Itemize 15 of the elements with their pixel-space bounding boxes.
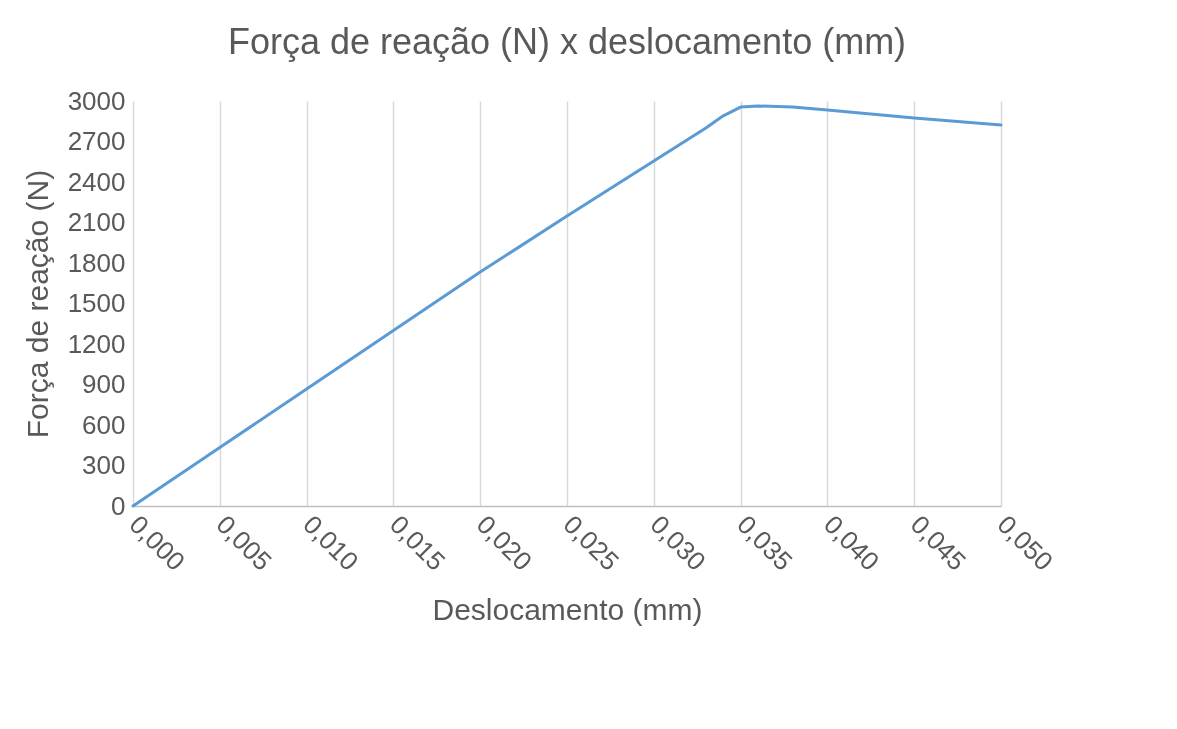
chart-title: Força de reação (N) x deslocamento (mm) bbox=[227, 21, 907, 62]
y-tick-label: 2700 bbox=[67, 126, 126, 156]
y-tick-label: 0 bbox=[111, 490, 126, 521]
y-tick-label: 3000 bbox=[67, 85, 126, 116]
y-tick-label: 1500 bbox=[67, 288, 126, 318]
y-axis-title: Força de reação (N) bbox=[20, 169, 54, 439]
y-tick-label: 2400 bbox=[67, 166, 126, 197]
y-tick-label: 600 bbox=[82, 409, 126, 440]
x-axis-title: Deslocamento (mm) bbox=[432, 592, 703, 626]
y-tick-label: 1800 bbox=[67, 247, 126, 278]
y-tick-label: 2100 bbox=[67, 207, 126, 237]
y-tick-label: 1200 bbox=[67, 328, 126, 359]
line-series bbox=[131, 104, 1003, 508]
y-tick-label: 300 bbox=[82, 450, 126, 480]
y-tick-label: 900 bbox=[82, 369, 126, 399]
